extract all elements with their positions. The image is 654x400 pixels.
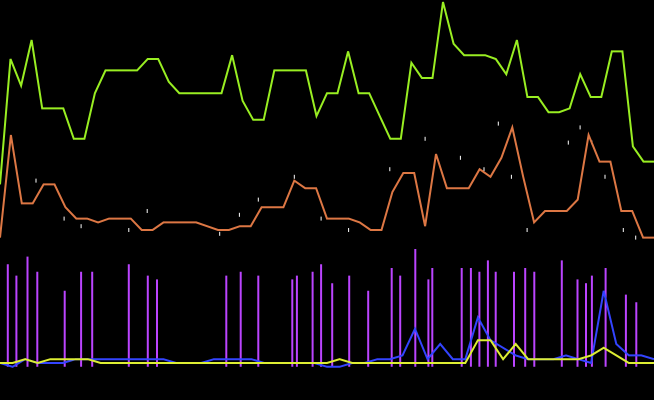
green-series [0,1,654,185]
green-line [0,1,654,185]
yellow-series [0,339,654,365]
orange-line [0,123,654,239]
purple-spikes-series [6,249,638,367]
yellow-line [0,339,654,365]
graph-layers [0,1,654,368]
orange-series [0,123,654,239]
